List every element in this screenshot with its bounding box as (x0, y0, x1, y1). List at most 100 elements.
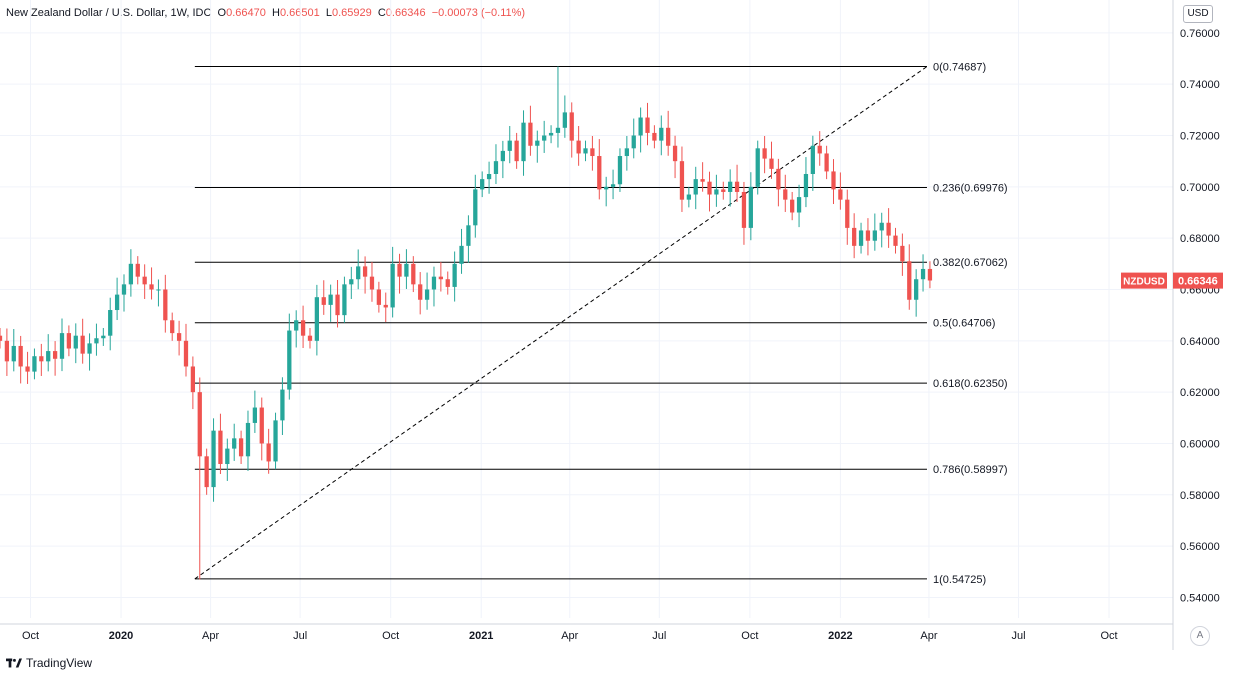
candle-body (927, 268, 933, 281)
candle-body (790, 199, 795, 213)
candle-body (590, 148, 595, 157)
candle-body (693, 179, 698, 195)
candle-body (624, 148, 629, 157)
y-tick-label: 0.62000 (1180, 387, 1220, 399)
candle-body (163, 289, 168, 321)
candle-body (438, 276, 443, 280)
candle-body (679, 161, 685, 200)
candle-body (73, 335, 78, 349)
candle-body (542, 135, 547, 141)
last-price-tag (1173, 272, 1223, 289)
candle-body (865, 230, 871, 241)
tradingview-logo-icon (6, 658, 22, 668)
trend-line[interactable] (194, 66, 928, 580)
candle-body (493, 161, 499, 174)
fib-level-label: 0(0.74687) (933, 62, 986, 74)
candle-body (328, 294, 333, 305)
fib-level-label: 1(0.54725) (933, 574, 986, 586)
high-label: H (271, 7, 280, 19)
grid (0, 0, 1173, 618)
candle-body (666, 127, 671, 146)
candle-body (631, 135, 636, 149)
candle-body (66, 333, 72, 349)
candle-body (583, 148, 588, 154)
candle-body (452, 263, 457, 287)
candle-body (46, 351, 51, 362)
candle-body (900, 245, 905, 262)
trend-line-dashed (194, 66, 928, 580)
candle-body (183, 340, 189, 367)
candle-body (80, 335, 85, 354)
candle-body (342, 284, 347, 316)
candle-body (617, 156, 623, 185)
candle-body (252, 407, 258, 423)
candle-body (431, 276, 437, 290)
symbol-title[interactable]: New Zealand Dollar / U.S. Dollar, 1W, ID… (6, 7, 212, 19)
candle-body (11, 345, 16, 362)
candle-body (0, 335, 3, 341)
candle-body (300, 320, 306, 336)
y-tick-label: 0.60000 (1180, 438, 1220, 450)
y-tick-label: 0.70000 (1180, 182, 1220, 194)
candle-body (803, 173, 809, 198)
candle-body (142, 276, 147, 285)
open-label: O (217, 7, 227, 19)
candle-body (397, 263, 402, 277)
fib-level-label: 0.618(0.62350) (933, 378, 1008, 390)
candle-body (486, 173, 492, 180)
candle-body (459, 245, 464, 264)
candle-body (39, 356, 44, 362)
candle-body (796, 197, 802, 213)
candle-body (521, 122, 526, 162)
chart-header: New Zealand Dollar / U.S. Dollar, 1W, ID… (6, 7, 525, 19)
open-value: 0.66470 (226, 7, 266, 19)
candle-body (852, 227, 857, 246)
candle-body (734, 181, 740, 192)
candle-body (914, 279, 919, 300)
axes: 0.760000.740000.720000.700000.680000.660… (0, 0, 1223, 650)
candle-body (838, 189, 843, 200)
tradingview-brand[interactable]: TradingView (6, 656, 92, 670)
currency-button[interactable]: USD (1183, 5, 1213, 23)
y-tick-label: 0.58000 (1180, 490, 1220, 502)
candle-body (610, 184, 616, 187)
candle-body (466, 225, 471, 246)
y-tick-label: 0.68000 (1180, 233, 1220, 245)
candle-body (500, 150, 505, 162)
candle-body (659, 127, 664, 141)
candle-body (204, 456, 209, 488)
candle-body (121, 284, 127, 295)
candle-body (411, 263, 416, 285)
x-tick-label: 2021 (469, 630, 493, 642)
candle-body (4, 340, 10, 362)
symbol-tag (1121, 272, 1167, 289)
candle-body (879, 222, 884, 231)
candle-body (886, 222, 891, 236)
candle-body (376, 289, 381, 305)
y-tick-label: 0.64000 (1180, 336, 1220, 348)
x-tick-label: Jul (652, 630, 666, 642)
low-value: 0.65929 (331, 7, 372, 19)
x-tick-label: 2022 (828, 630, 852, 642)
symbol-tag-label: NZDUSD (1123, 277, 1165, 288)
candle-body (845, 199, 850, 228)
candle-body (404, 263, 409, 277)
y-tick-label: 0.54000 (1180, 592, 1220, 604)
candle-body (335, 294, 340, 316)
fib-level-label: 0.236(0.69976) (933, 182, 1008, 194)
candle-body (52, 351, 58, 359)
x-tick-label: Oct (741, 630, 758, 642)
auto-scale-button[interactable]: A (1190, 626, 1210, 646)
candle-body (528, 122, 533, 146)
candle-body (18, 345, 23, 367)
close-label: C (377, 7, 386, 19)
fib-level-label: 0.5(0.64706) (933, 318, 995, 330)
candle-body (225, 448, 230, 465)
candle-body (652, 132, 657, 141)
candle-body (893, 235, 898, 246)
candle-body (197, 392, 202, 457)
candle-body (383, 304, 388, 308)
candle-body (176, 333, 182, 341)
candle-body (87, 343, 92, 354)
